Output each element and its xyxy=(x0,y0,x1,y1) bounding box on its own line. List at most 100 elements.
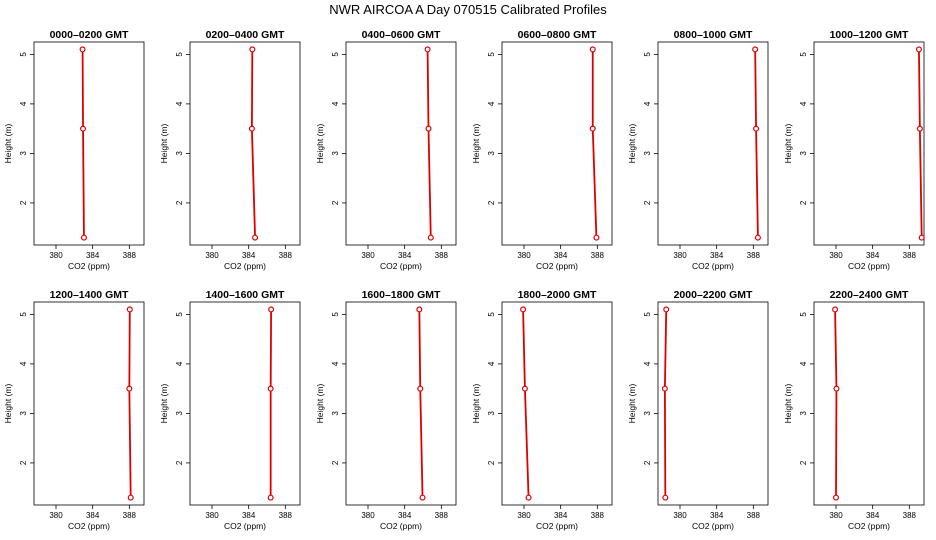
chart-7-ytick-label: 3 xyxy=(19,411,28,416)
chart-6-xtick-label: 388 xyxy=(903,251,917,260)
chart-2-profile-line xyxy=(250,49,256,238)
chart-5-frame xyxy=(657,41,769,246)
chart-4-point xyxy=(589,125,596,132)
chart-9-xlabel: CO2 (ppm) xyxy=(380,521,422,531)
chart-2-point xyxy=(249,46,256,53)
chart-9-point xyxy=(419,494,426,501)
chart-5-title: 0800–1000 GMT xyxy=(674,29,753,41)
chart-1-point xyxy=(80,125,87,132)
chart-9-point xyxy=(417,385,424,392)
chart-6-title: 1000–1200 GMT xyxy=(830,29,909,41)
chart-6-ytick-label: 3 xyxy=(799,151,808,156)
chart-3-title: 0400–0600 GMT xyxy=(362,29,441,41)
chart-3-xlabel: CO2 (ppm) xyxy=(380,261,422,271)
chart-10-point xyxy=(525,494,532,501)
chart-9-title: 1600–1800 GMT xyxy=(362,289,441,301)
chart-10-point xyxy=(521,385,528,392)
chart-10-xtick-label: 384 xyxy=(554,511,568,520)
chart-11-frame xyxy=(657,301,769,506)
chart-10-xtick-label: 380 xyxy=(517,511,531,520)
chart-4-ytick-label: 5 xyxy=(487,52,496,57)
chart-11-ytick-label: 2 xyxy=(643,460,652,465)
chart-4-xtick-label: 384 xyxy=(554,251,568,260)
chart-2-point xyxy=(248,125,255,132)
chart-8-xtick-label: 380 xyxy=(205,511,219,520)
chart-12-frame xyxy=(813,301,925,506)
chart-7-xlabel: CO2 (ppm) xyxy=(68,521,110,531)
chart-9-ytick-label: 4 xyxy=(331,361,340,366)
chart-5-xlabel: CO2 (ppm) xyxy=(692,261,734,271)
chart-12-ytick-label: 5 xyxy=(799,312,808,317)
chart-10-profile-line xyxy=(522,309,530,498)
chart-11-point xyxy=(661,385,668,392)
chart-4-ytick-label: 4 xyxy=(487,101,496,106)
chart-8-xtick-label: 384 xyxy=(242,511,256,520)
chart-8-point xyxy=(267,494,274,501)
chart-12-title: 2200–2400 GMT xyxy=(830,289,909,301)
chart-12-point xyxy=(832,306,839,313)
chart-10-ylabel: Height (m) xyxy=(471,384,481,424)
chart-11-xlabel: CO2 (ppm) xyxy=(692,521,734,531)
chart-1-xlabel: CO2 (ppm) xyxy=(68,261,110,271)
chart-5-ylabel: Height (m) xyxy=(627,124,637,164)
chart-6-ytick-label: 5 xyxy=(799,52,808,57)
chart-6-xlabel: CO2 (ppm) xyxy=(848,261,890,271)
chart-1-ylabel: Height (m) xyxy=(3,124,13,164)
chart-9-frame xyxy=(345,301,457,506)
chart-11-xtick-label: 388 xyxy=(747,511,761,520)
chart-11-point xyxy=(662,494,669,501)
chart-8-ytick-label: 2 xyxy=(175,460,184,465)
chart-9-panel: 1600–1800 GMT 380 384 388 2 3 4 5 CO2 (ppm) Heigh… xyxy=(315,289,457,531)
chart-5-point xyxy=(752,46,759,53)
chart-6-ylabel: Height (m) xyxy=(783,124,793,164)
chart-3-ytick-label: 5 xyxy=(331,52,340,57)
chart-4-point xyxy=(593,234,600,241)
chart-10-panel: 1800–2000 GMT 380 384 388 2 3 4 5 CO2 (ppm) Heigh… xyxy=(471,289,613,531)
chart-5-xtick-label: 384 xyxy=(710,251,724,260)
chart-5-point xyxy=(754,234,761,241)
chart-9-xtick-label: 388 xyxy=(435,511,449,520)
chart-11-panel: 2000–2200 GMT 380 384 388 2 3 4 5 CO2 (ppm) Heigh… xyxy=(627,289,769,531)
chart-7-title: 1200–1400 GMT xyxy=(50,289,129,301)
chart-8-xlabel: CO2 (ppm) xyxy=(224,521,266,531)
chart-8-point xyxy=(267,385,274,392)
chart-5-panel: 0800–1000 GMT 380 384 388 2 3 4 5 CO2 (ppm) Heigh… xyxy=(627,29,769,271)
chart-8-ylabel: Height (m) xyxy=(159,384,169,424)
chart-11-ytick-label: 4 xyxy=(643,361,652,366)
chart-2-ylabel: Height (m) xyxy=(159,124,169,164)
chart-11-ytick-label: 3 xyxy=(643,411,652,416)
chart-9-ytick-label: 3 xyxy=(331,411,340,416)
chart-12-panel: 2200–2400 GMT 380 384 388 2 3 4 5 CO2 (ppm) Heigh… xyxy=(783,289,925,531)
chart-5-profile-line xyxy=(754,49,759,238)
chart-3-point xyxy=(425,125,432,132)
chart-11-ytick-label: 5 xyxy=(643,312,652,317)
chart-10-ytick-label: 3 xyxy=(487,411,496,416)
chart-3-xtick-label: 388 xyxy=(435,251,449,260)
chart-3-ylabel: Height (m) xyxy=(315,124,325,164)
chart-4-point xyxy=(589,46,596,53)
chart-2-xlabel: CO2 (ppm) xyxy=(224,261,266,271)
chart-7-xtick-label: 380 xyxy=(49,511,63,520)
chart-4-title: 0600–0800 GMT xyxy=(518,29,597,41)
chart-1-profile-line xyxy=(81,49,85,238)
chart-12-ytick-label: 4 xyxy=(799,361,808,366)
chart-7-ytick-label: 4 xyxy=(19,361,28,366)
chart-8-ytick-label: 5 xyxy=(175,312,184,317)
figure-title: NWR AIRCOA A Day 070515 Calibrated Profi… xyxy=(329,2,607,17)
chart-11-xtick-label: 384 xyxy=(710,511,724,520)
chart-8-ytick-label: 4 xyxy=(175,361,184,366)
chart-9-ylabel: Height (m) xyxy=(315,384,325,424)
chart-7-ylabel: Height (m) xyxy=(3,384,13,424)
chart-12-xlabel: CO2 (ppm) xyxy=(848,521,890,531)
chart-1-frame xyxy=(33,41,145,246)
chart-6-ytick-label: 2 xyxy=(799,200,808,205)
chart-2-xtick-label: 384 xyxy=(242,251,256,260)
chart-1-point xyxy=(80,234,87,241)
chart-3-ytick-label: 3 xyxy=(331,151,340,156)
chart-2-xtick-label: 388 xyxy=(279,251,293,260)
chart-4-panel: 0600–0800 GMT 380 384 388 2 3 4 5 CO2 (ppm) Heigh… xyxy=(471,29,613,271)
chart-4-ytick-label: 3 xyxy=(487,151,496,156)
chart-1-ytick-label: 2 xyxy=(19,200,28,205)
chart-8-frame xyxy=(189,301,301,506)
